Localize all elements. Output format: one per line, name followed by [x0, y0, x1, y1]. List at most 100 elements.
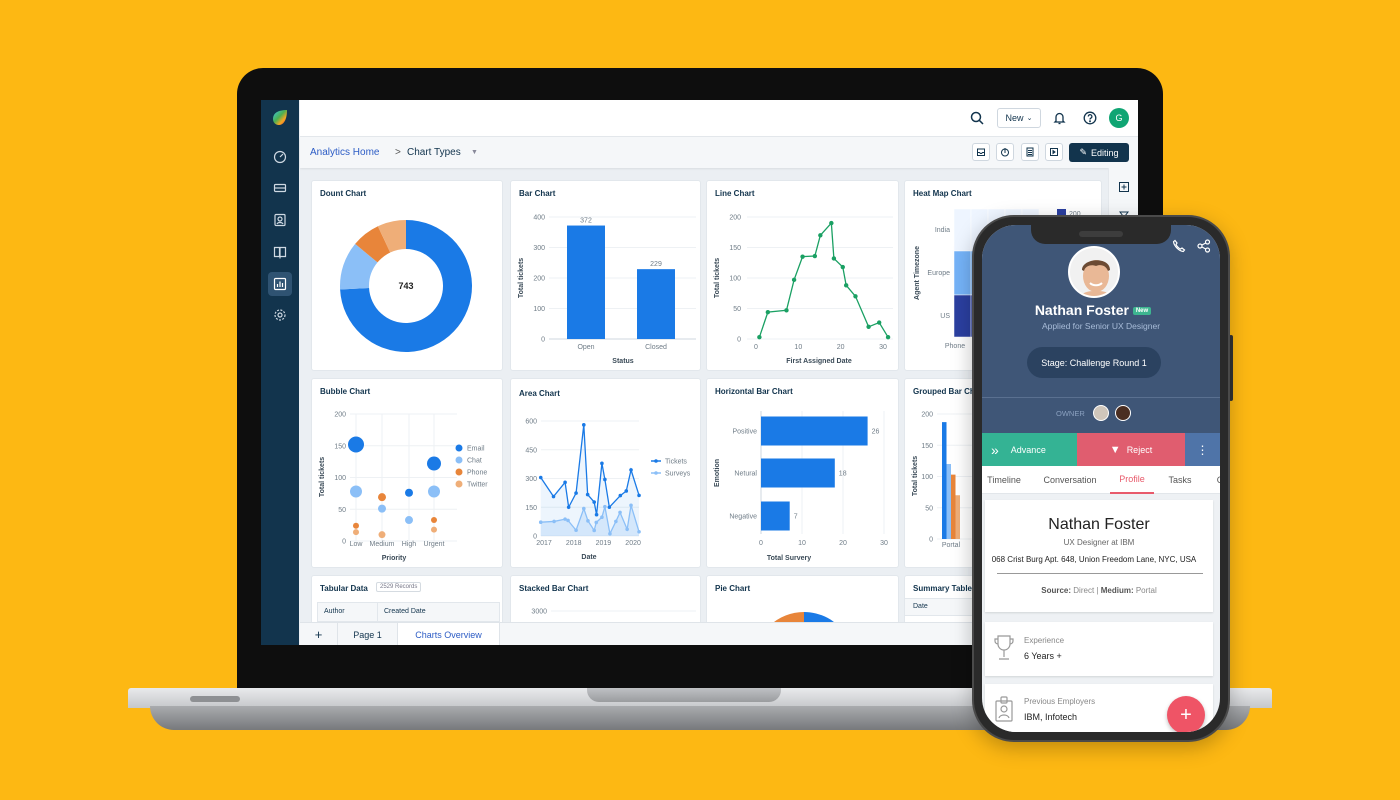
y-tick-label: 3000: [531, 609, 547, 616]
y-tick-label: 150: [334, 443, 346, 450]
y-tick-label: 400: [533, 215, 545, 222]
pencil-icon: ✎: [1079, 147, 1087, 157]
new-dropdown-button[interactable]: New ⌄: [997, 108, 1041, 128]
y-tick-label: 150: [921, 443, 933, 450]
breadcrumb-separator: >: [395, 147, 401, 158]
area-point: [574, 528, 578, 533]
y-axis-label: Total tickets: [714, 258, 721, 298]
line-point: [829, 220, 834, 226]
y-tick-label: 150: [729, 245, 741, 252]
notification-bell-icon[interactable]: [1053, 111, 1066, 130]
line-point: [757, 334, 762, 340]
candidate-avatar: [1068, 246, 1120, 298]
legend-label: Phone: [467, 470, 487, 477]
laptop-port: [190, 696, 240, 702]
bubble: [378, 531, 386, 539]
add-page-button[interactable]: +: [300, 623, 338, 645]
help-icon[interactable]: [1083, 111, 1097, 130]
y-tick-label: 450: [525, 447, 537, 454]
area-point: [594, 520, 599, 525]
tab-timeline[interactable]: Timeline: [987, 475, 1021, 485]
table-header-row: Author Created Date: [317, 602, 500, 622]
settings-gear-icon[interactable]: [268, 303, 292, 327]
inbox-tray-button[interactable]: [972, 143, 990, 161]
dashboard-gauge-icon[interactable]: [268, 145, 292, 169]
area-line: [540, 424, 640, 515]
area-point: [551, 494, 556, 499]
tab-conversation[interactable]: Conversation: [1043, 475, 1097, 485]
area-point: [581, 506, 586, 511]
caret-down-icon[interactable]: ▼: [471, 149, 478, 156]
legend-max-label: 200: [1069, 211, 1081, 218]
experience-label: Experience: [1024, 636, 1065, 645]
phone-call-icon[interactable]: [1172, 239, 1186, 258]
user-avatar[interactable]: G: [1109, 108, 1129, 128]
tab-charts-overview[interactable]: Charts Overview: [398, 623, 500, 645]
bubble: [431, 517, 437, 524]
column-header-created-date[interactable]: Created Date: [384, 608, 426, 615]
source-medium-line: Source: Direct | Medium: Portal: [985, 586, 1213, 595]
more-options-button[interactable]: ⋮: [1185, 433, 1220, 466]
search-icon[interactable]: [970, 111, 984, 130]
donut-center-total: 743: [398, 281, 413, 291]
x-tick-label: High: [402, 541, 417, 548]
contacts-icon[interactable]: [268, 208, 292, 232]
y-tick-label: 200: [334, 412, 346, 419]
add-widget-icon[interactable]: [1119, 182, 1129, 195]
tab-profile[interactable]: Profile: [1110, 466, 1154, 494]
x-tick-label: Urgent: [423, 541, 444, 548]
reject-button[interactable]: ▼ Reject: [1077, 433, 1185, 466]
line-point: [818, 233, 823, 238]
stage-pill[interactable]: Stage: Challenge Round 1: [1027, 347, 1161, 378]
calendar-calculator-button[interactable]: [1021, 143, 1039, 161]
breadcrumb-analytics-home[interactable]: Analytics Home: [310, 147, 380, 158]
knowledge-book-icon[interactable]: [268, 240, 292, 264]
breadcrumb-chart-types[interactable]: Chart Types: [407, 147, 461, 158]
y-tick-label: Europe: [927, 270, 950, 277]
x-tick-label: Closed: [645, 344, 667, 351]
area-point: [563, 517, 567, 521]
legend-label: Surveys: [665, 471, 691, 478]
tab-page-1[interactable]: Page 1: [338, 623, 398, 645]
area-point: [566, 505, 571, 510]
analytics-chart-icon[interactable]: [268, 272, 292, 296]
app-logo-icon[interactable]: [268, 106, 292, 130]
bar-value-label: 26: [872, 429, 880, 436]
x-axis-label: Priority: [382, 555, 407, 562]
owner-label: OWNER: [1056, 409, 1085, 418]
area-point: [624, 489, 629, 493]
y-tick-label: 50: [733, 306, 741, 313]
share-icon[interactable]: [1197, 239, 1211, 258]
bubble: [353, 529, 359, 536]
area-point: [618, 493, 623, 498]
double-chevron-right-icon: »: [991, 441, 999, 458]
y-axis-label: Agent Timezone: [914, 246, 921, 300]
tab-more[interactable]: C: [1210, 466, 1220, 494]
owner-avatar[interactable]: [1093, 405, 1109, 421]
x-tick-label: Phone: [945, 343, 965, 350]
advance-button[interactable]: » Advance: [982, 433, 1077, 466]
x-tick-label: 30: [879, 344, 887, 351]
card-title: Grouped Bar Chart: [913, 387, 986, 396]
y-axis-label: Total tickets: [912, 456, 919, 496]
y-tick-label: 50: [925, 505, 933, 512]
owner-avatar[interactable]: [1115, 405, 1131, 421]
tickets-icon[interactable]: [268, 176, 292, 200]
phone-screen: Nathan Foster New Applied for Senior UX …: [982, 225, 1220, 732]
present-play-button[interactable]: [1045, 143, 1063, 161]
column-header-author[interactable]: Author: [324, 608, 345, 615]
tab-tasks[interactable]: Tasks: [1168, 475, 1192, 485]
thumbs-down-icon: ▼: [1109, 443, 1121, 456]
export-icon-button[interactable]: [996, 143, 1014, 161]
editing-button[interactable]: ✎ Editing: [1069, 143, 1129, 162]
y-tick-label: 100: [921, 474, 933, 481]
bubble: [348, 436, 364, 453]
y-tick-label: 100: [334, 475, 346, 482]
legend-marker: [455, 480, 463, 488]
legend-marker: [455, 444, 463, 452]
bubble: [428, 485, 440, 498]
column-header-date[interactable]: Date: [913, 603, 928, 610]
add-fab-button[interactable]: +: [1167, 696, 1205, 732]
heatmap-cell: [953, 250, 972, 296]
y-tick-label: Negative: [729, 514, 757, 521]
